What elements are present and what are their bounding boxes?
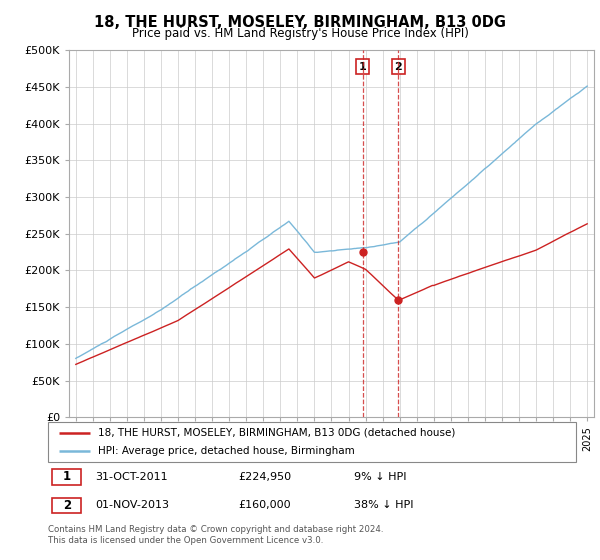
Text: £224,950: £224,950	[238, 472, 291, 482]
Text: 1: 1	[359, 62, 367, 72]
Text: 31-OCT-2011: 31-OCT-2011	[95, 472, 168, 482]
Text: £160,000: £160,000	[238, 501, 291, 510]
Bar	[52, 469, 81, 484]
Text: Price paid vs. HM Land Registry's House Price Index (HPI): Price paid vs. HM Land Registry's House …	[131, 27, 469, 40]
Text: 01-NOV-2013: 01-NOV-2013	[95, 501, 170, 510]
Text: 2: 2	[62, 499, 71, 512]
Text: 38% ↓ HPI: 38% ↓ HPI	[354, 501, 414, 510]
Text: 2: 2	[394, 62, 402, 72]
Text: 18, THE HURST, MOSELEY, BIRMINGHAM, B13 0DG (detached house): 18, THE HURST, MOSELEY, BIRMINGHAM, B13 …	[98, 428, 455, 437]
Text: Contains HM Land Registry data © Crown copyright and database right 2024.
This d: Contains HM Land Registry data © Crown c…	[48, 525, 383, 545]
Text: 18, THE HURST, MOSELEY, BIRMINGHAM, B13 0DG: 18, THE HURST, MOSELEY, BIRMINGHAM, B13 …	[94, 15, 506, 30]
Text: 1: 1	[62, 470, 71, 483]
Text: 9% ↓ HPI: 9% ↓ HPI	[354, 472, 407, 482]
Bar	[52, 498, 81, 513]
Text: HPI: Average price, detached house, Birmingham: HPI: Average price, detached house, Birm…	[98, 446, 355, 456]
